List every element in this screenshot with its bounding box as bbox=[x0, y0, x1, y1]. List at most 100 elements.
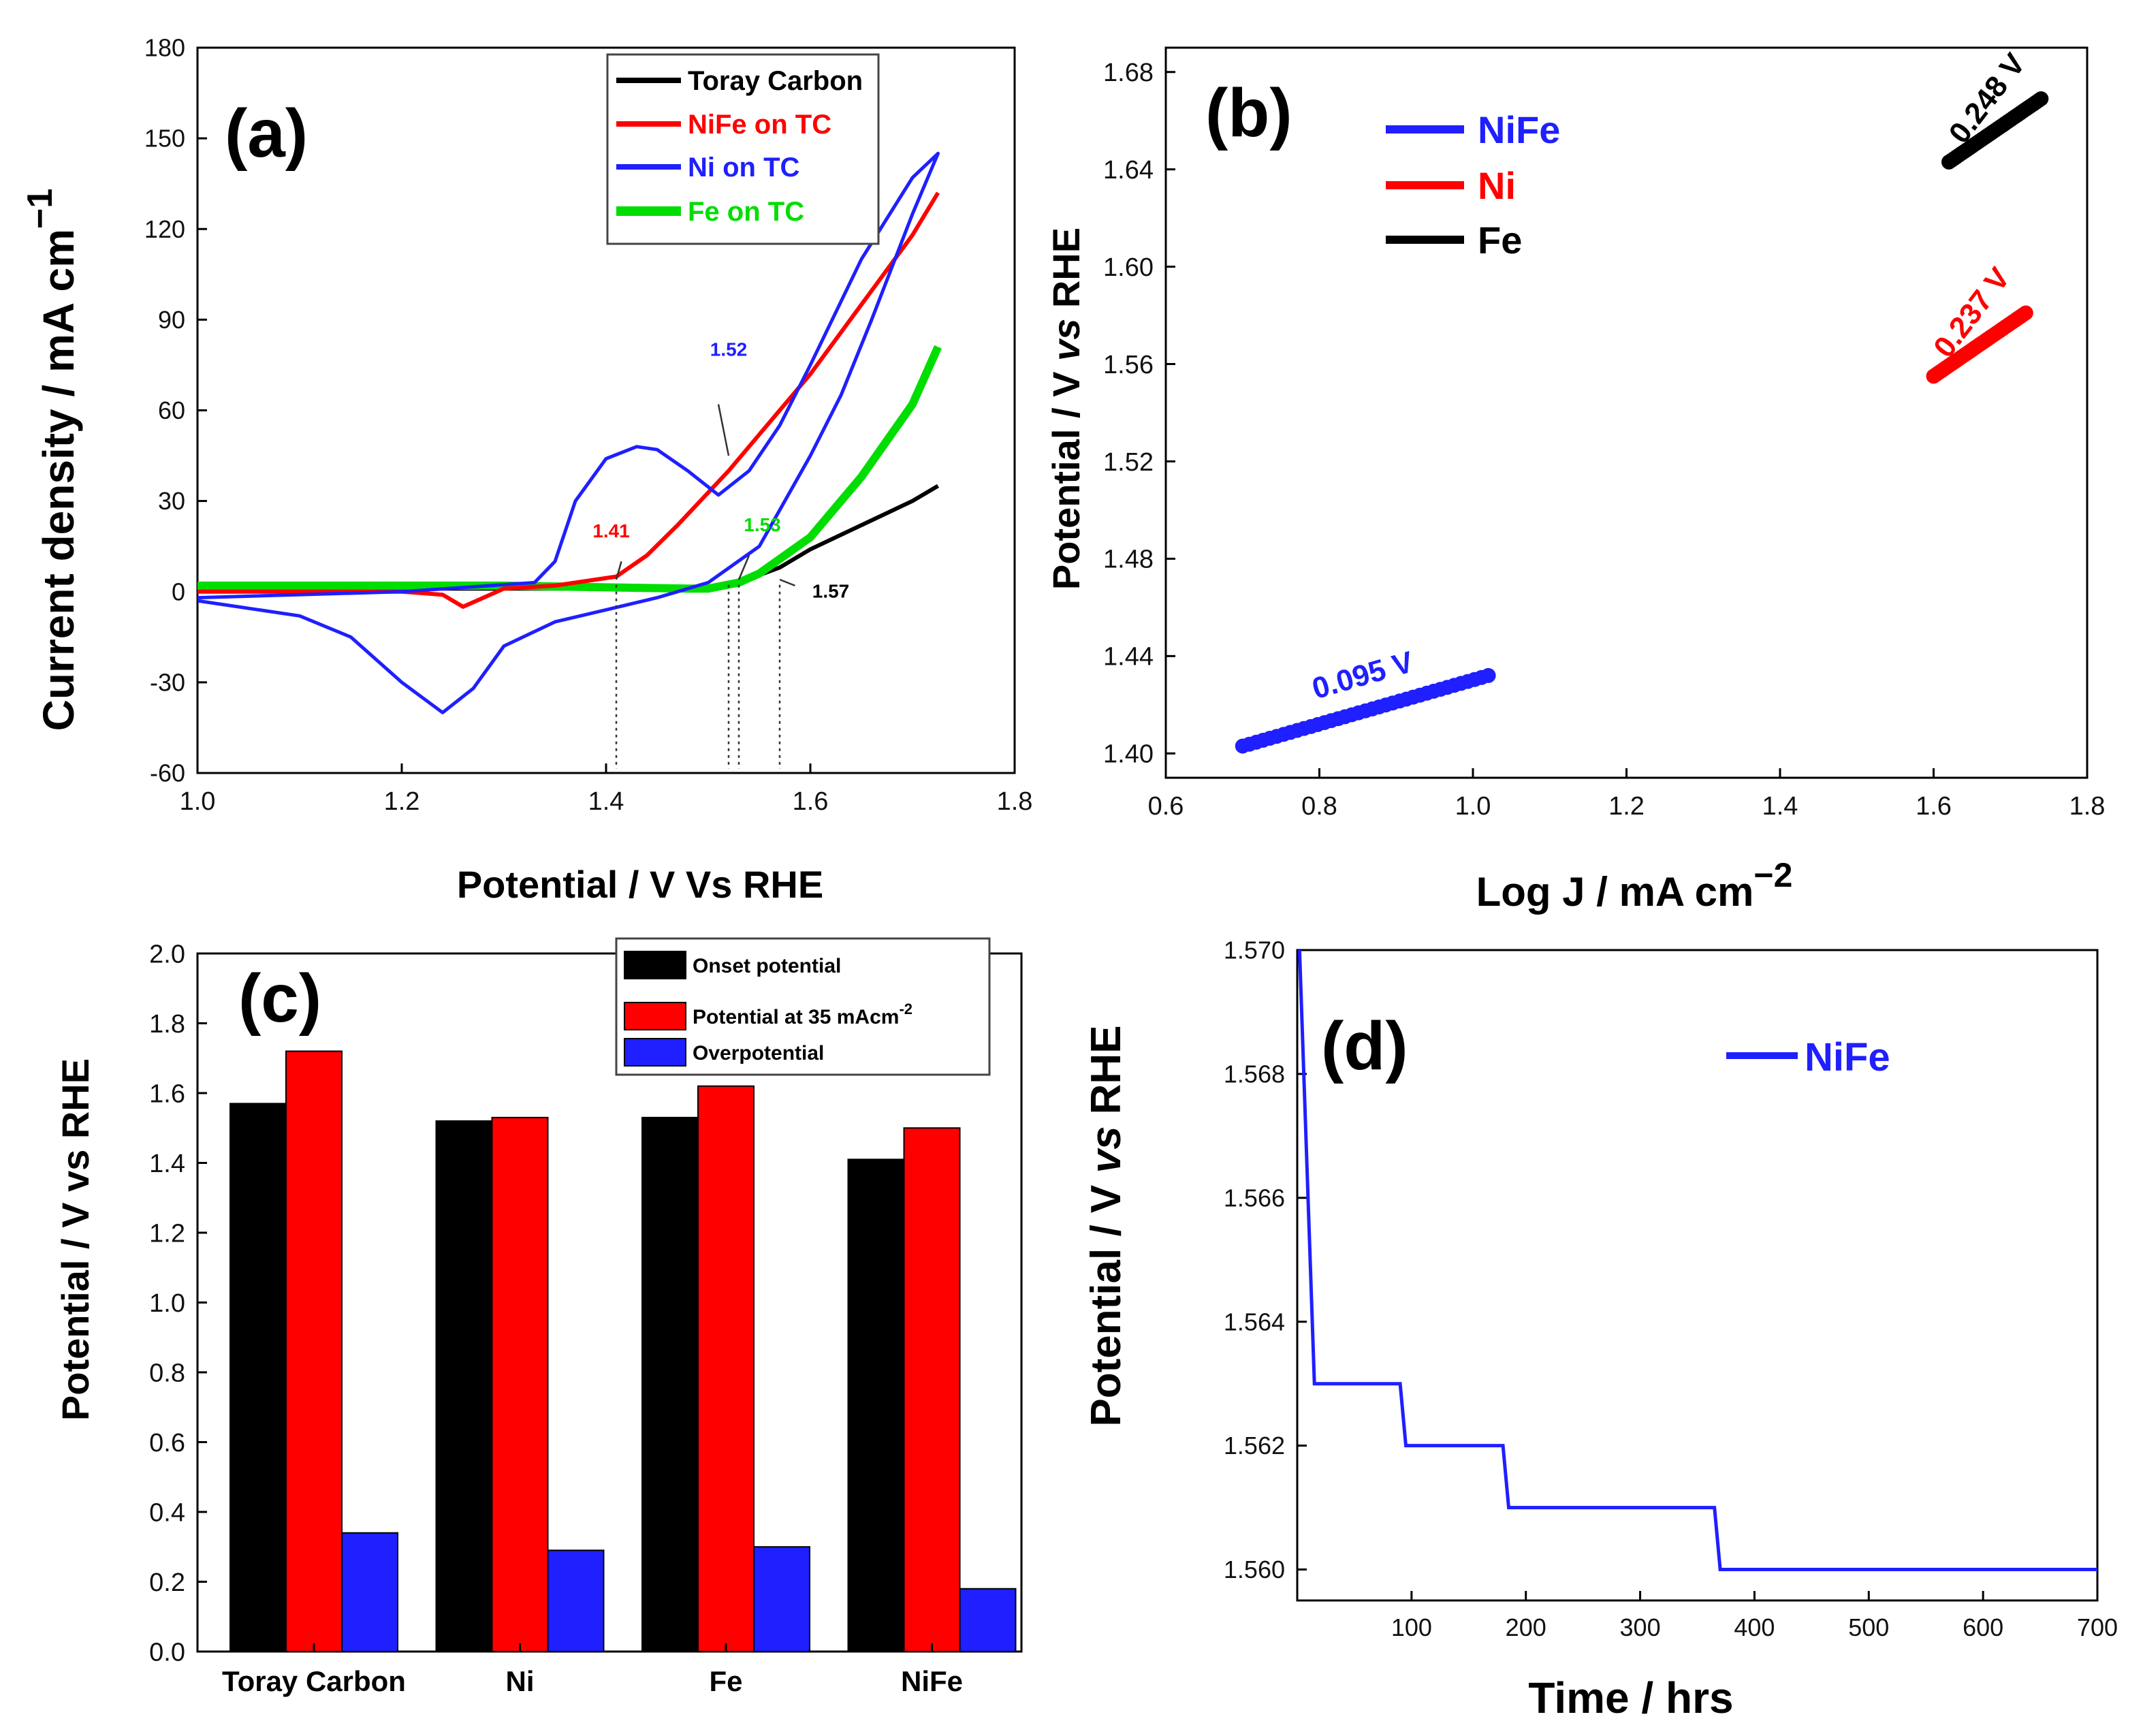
panel-b-xtick-label: 0.6 bbox=[1148, 792, 1184, 821]
panel-b-ytick-label: 1.60 bbox=[1103, 253, 1154, 282]
panel-b-ytick-label: 1.40 bbox=[1103, 740, 1154, 769]
panel-d-xtick-label: 300 bbox=[1620, 1613, 1661, 1641]
panel-d: (d) Time / hrs Potential / V vs RHE 1.56… bbox=[1083, 936, 2118, 1722]
panel-c-ytick-label: 1.4 bbox=[149, 1150, 185, 1178]
panel-b-legend-fe: Fe bbox=[1478, 219, 1522, 262]
panel-c-legend-p35-main: Potential at 35 mAcm bbox=[693, 1006, 899, 1028]
panel-c-category-label: NiFe bbox=[901, 1665, 963, 1697]
panel-c-bar-potential-at-35-macm bbox=[697, 1085, 755, 1652]
panel-b-xtick-label: 1.2 bbox=[1608, 792, 1645, 821]
panel-b-point bbox=[2018, 305, 2033, 321]
panel-b-ytick-label: 1.56 bbox=[1103, 351, 1154, 379]
panel-b-series-nife bbox=[1235, 667, 1496, 754]
panel-c-ytick-label: 0.2 bbox=[149, 1568, 185, 1597]
panel-c-label: (c) bbox=[238, 960, 321, 1037]
panel-a-xtick-label: 1.4 bbox=[588, 787, 624, 816]
panel-b-xlabel-main: Log J / mA cm bbox=[1476, 869, 1754, 915]
panel-c-legend-p35-sup: -2 bbox=[899, 1000, 912, 1017]
panel-d-xtick-label: 600 bbox=[1963, 1613, 2003, 1641]
panel-a-arrow-1.52 bbox=[717, 404, 730, 456]
panel-d-ytick-label: 1.568 bbox=[1224, 1060, 1285, 1088]
panel-d-series-nife bbox=[1297, 949, 2097, 1571]
panel-c-bar-onset-potential bbox=[229, 1103, 287, 1652]
panel-b-ytick-label: 1.48 bbox=[1103, 546, 1154, 574]
panel-a-arrow-1.53 bbox=[737, 555, 750, 580]
panel-a-ytick-label: 120 bbox=[144, 215, 185, 243]
panel-a-annotation-1.52: 1.52 bbox=[710, 339, 748, 360]
panel-b-xtick-label: 1.8 bbox=[2069, 792, 2106, 821]
panel-d-ytick-label: 1.566 bbox=[1224, 1184, 1285, 1212]
panel-a-xtick-label: 1.0 bbox=[180, 787, 216, 816]
panel-b-xtick-label: 1.6 bbox=[1916, 792, 1952, 821]
panel-a-xtick-label: 1.8 bbox=[997, 787, 1033, 816]
panel-b-xlabel: Log J / mA cm−2 bbox=[1476, 856, 1793, 915]
panel-a-annotation-1.57: 1.57 bbox=[812, 581, 850, 602]
panel-a-ylabel-sup: −1 bbox=[20, 189, 60, 229]
panel-a-xlabel: Potential / V Vs RHE bbox=[457, 863, 823, 906]
panel-a-series-fe-on-tc bbox=[197, 345, 942, 593]
panel-b-ytick-label: 1.68 bbox=[1103, 59, 1154, 87]
panel-c-legend: Onset potential Potential at 35 mAcm-2 O… bbox=[615, 937, 991, 1076]
panel-d-xtick-label: 200 bbox=[1506, 1613, 1546, 1641]
panel-d-ytick-label: 1.562 bbox=[1224, 1432, 1285, 1459]
panel-a-legend-nife: NiFe on TC bbox=[688, 110, 831, 140]
panel-a-series-ni-on-tc bbox=[197, 151, 940, 714]
panel-a-ytick-label: 60 bbox=[158, 396, 185, 424]
panel-b-legend-ni: Ni bbox=[1478, 164, 1516, 207]
panel-c-legend-overpot: Overpotential bbox=[693, 1042, 824, 1064]
panel-c-legend-onset: Onset potential bbox=[693, 955, 841, 977]
panel-d-xtick-label: 500 bbox=[1848, 1613, 1889, 1641]
panel-c-plot: 0.0 0.2 0.4 0.6 0.8 1.0 1.2 1.4 1.6 1.8 2.0 Toray C… bbox=[149, 940, 1023, 1697]
panel-c-bar-overpotential bbox=[959, 1588, 1017, 1652]
panel-d-frame bbox=[1296, 949, 2099, 1602]
panel-a-annotation-1.41: 1.41 bbox=[592, 520, 630, 541]
panel-b-xtick-label: 1.4 bbox=[1762, 792, 1798, 821]
panel-c-bar-overpotential bbox=[547, 1549, 605, 1652]
panel-c-category-label: Toray Carbon bbox=[222, 1665, 406, 1697]
panel-c-bar-overpotential bbox=[341, 1532, 398, 1652]
panel-d-xlabel: Time / hrs bbox=[1528, 1673, 1733, 1722]
panel-d-ylabel-post: RHE bbox=[1083, 1025, 1130, 1126]
panel-c-ytick-label: 0.4 bbox=[149, 1498, 185, 1527]
panel-b-legend-nife: NiFe bbox=[1478, 108, 1560, 151]
panel-d-ylabel-pre: Potential / V bbox=[1083, 1173, 1130, 1427]
panel-a-plot: -60 -30 0 30 60 90 120 150 180 1.0 1.2 1.4 1.6 1.8 1.5… bbox=[144, 34, 1032, 816]
panel-c-bar-potential-at-35-macm bbox=[903, 1127, 961, 1652]
panel-c-bar-potential-at-35-macm bbox=[491, 1116, 549, 1652]
panel-c-category-label: Ni bbox=[506, 1665, 535, 1697]
panel-a-ytick-label: -60 bbox=[150, 759, 185, 787]
panel-a-legend: Toray Carbon NiFe on TC Ni on TC Fe on T… bbox=[606, 53, 880, 245]
panel-c-ytick-label: 0.0 bbox=[149, 1638, 185, 1667]
panel-d-ytick-label: 1.564 bbox=[1224, 1308, 1285, 1336]
panel-a-xtick-label: 1.2 bbox=[384, 787, 420, 816]
panel-a-ytick-label: 150 bbox=[144, 125, 185, 153]
panel-b-point bbox=[2033, 91, 2049, 106]
panel-d-ytick-label: 1.570 bbox=[1224, 936, 1285, 964]
panel-c-ytick-label: 1.8 bbox=[149, 1010, 185, 1039]
panel-d-xtick-label: 700 bbox=[2077, 1613, 2118, 1641]
panel-d-label: (d) bbox=[1321, 1008, 1408, 1084]
panel-c-ytick-label: 2.0 bbox=[149, 940, 185, 968]
panel-c-bar-onset-potential bbox=[641, 1116, 699, 1652]
panel-d-ytick-label: 1.560 bbox=[1224, 1556, 1285, 1583]
panel-a-arrow-1.41 bbox=[615, 561, 622, 580]
panel-b-xtick-label: 0.8 bbox=[1301, 792, 1337, 821]
panel-d-xtick-label: 400 bbox=[1734, 1613, 1775, 1641]
panel-a-ytick-label: 180 bbox=[144, 34, 185, 62]
panel-a-ytick-label: 0 bbox=[172, 578, 185, 605]
panel-c-bar-potential-at-35-macm bbox=[285, 1050, 343, 1652]
panel-b-label: (b) bbox=[1205, 75, 1292, 151]
panel-a-ylabel: Current density / mA cm−1 bbox=[20, 189, 83, 731]
panel-a-arrow-1.57 bbox=[779, 578, 795, 587]
panel-c-ytick-label: 1.0 bbox=[149, 1289, 185, 1318]
panel-b-series-fe bbox=[1941, 91, 2049, 170]
panel-c-ylabel: Potential / V vs RHE bbox=[54, 1058, 97, 1421]
panel-a-ytick-label: 90 bbox=[158, 306, 185, 334]
panel-b-ylabel-post: RHE bbox=[1045, 227, 1088, 319]
panel-b-ylabel-ital: vs bbox=[1045, 319, 1088, 361]
panel-b-ytick-label: 1.64 bbox=[1103, 156, 1154, 185]
panel-b-xlabel-sup: −2 bbox=[1753, 856, 1792, 894]
panel-d-legend-nife: NiFe bbox=[1805, 1035, 1890, 1079]
panel-b-ytick-label: 1.44 bbox=[1103, 643, 1154, 672]
